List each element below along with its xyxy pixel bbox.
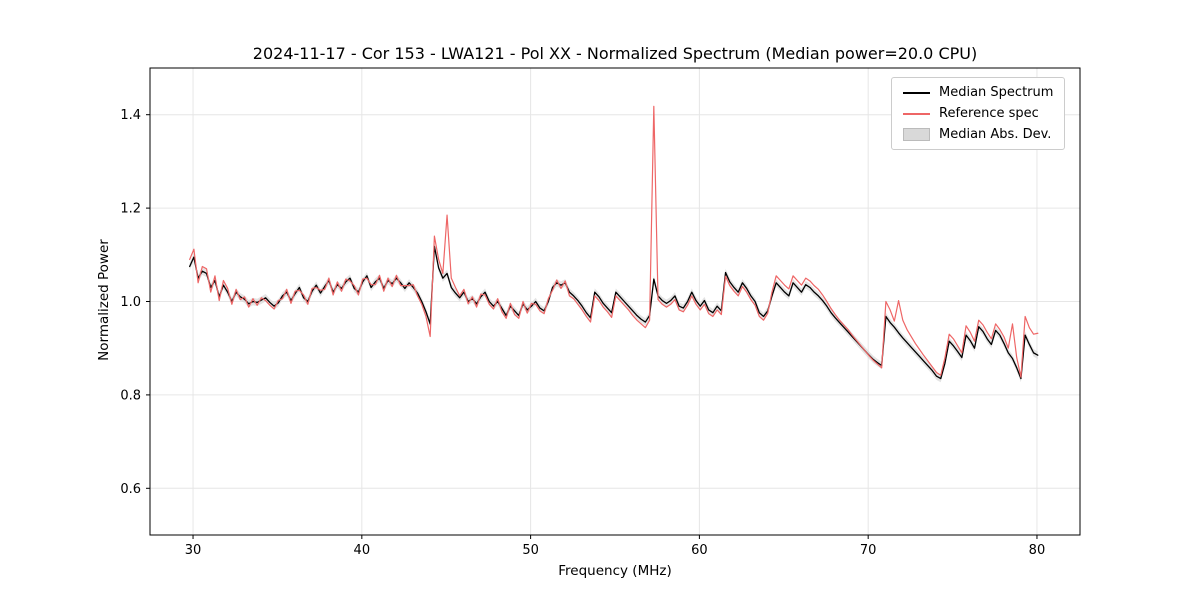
legend-label-median-abs-dev: Median Abs. Dev.	[939, 127, 1052, 142]
svg-text:1.0: 1.0	[120, 295, 141, 310]
legend: Median Spectrum Reference spec Median Ab…	[891, 77, 1066, 150]
svg-text:0.6: 0.6	[120, 482, 141, 497]
svg-text:80: 80	[1029, 543, 1046, 558]
svg-text:70: 70	[860, 543, 877, 558]
legend-item-median-abs-dev: Median Abs. Dev.	[903, 127, 1053, 142]
x-axis-label: Frequency (MHz)	[558, 563, 672, 579]
legend-label-median-spectrum: Median Spectrum	[939, 85, 1054, 100]
svg-text:1.4: 1.4	[120, 108, 141, 123]
svg-text:50: 50	[522, 543, 539, 558]
svg-text:30: 30	[185, 543, 202, 558]
reference-line-swatch	[903, 112, 930, 115]
svg-text:1.2: 1.2	[120, 202, 141, 217]
svg-text:60: 60	[691, 543, 708, 558]
mad-patch-swatch	[903, 128, 930, 141]
svg-text:0.8: 0.8	[120, 388, 141, 403]
y-axis-label: Normalized Power	[96, 239, 112, 361]
chart-title: 2024-11-17 - Cor 153 - LWA121 - Pol XX -…	[252, 44, 978, 63]
legend-item-reference-spec: Reference spec	[903, 106, 1053, 121]
svg-text:40: 40	[354, 543, 371, 558]
legend-label-reference-spec: Reference spec	[939, 106, 1039, 121]
median-line-swatch	[903, 91, 930, 94]
legend-item-median-spectrum: Median Spectrum	[903, 85, 1053, 100]
